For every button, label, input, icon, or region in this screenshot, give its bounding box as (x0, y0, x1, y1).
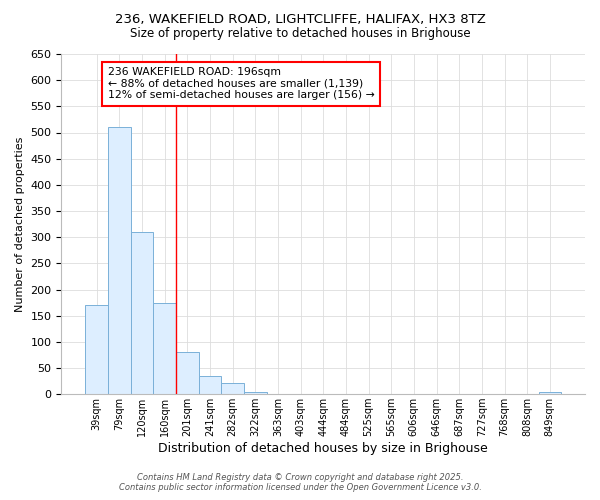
X-axis label: Distribution of detached houses by size in Brighouse: Distribution of detached houses by size … (158, 442, 488, 455)
Bar (176, 352, 199, 394)
Y-axis label: Number of detached properties: Number of detached properties (15, 136, 25, 312)
Bar (199, 376, 221, 394)
Bar (153, 302, 176, 394)
Text: Size of property relative to detached houses in Brighouse: Size of property relative to detached ho… (130, 28, 470, 40)
Bar (131, 232, 153, 394)
Bar (221, 382, 244, 394)
Bar (244, 392, 266, 394)
Bar (108, 128, 131, 394)
Text: Contains HM Land Registry data © Crown copyright and database right 2025.
Contai: Contains HM Land Registry data © Crown c… (119, 473, 481, 492)
Bar (85, 305, 108, 394)
Text: 236 WAKEFIELD ROAD: 196sqm
← 88% of detached houses are smaller (1,139)
12% of s: 236 WAKEFIELD ROAD: 196sqm ← 88% of deta… (108, 67, 374, 100)
Text: 236, WAKEFIELD ROAD, LIGHTCLIFFE, HALIFAX, HX3 8TZ: 236, WAKEFIELD ROAD, LIGHTCLIFFE, HALIFA… (115, 12, 485, 26)
Bar (539, 392, 561, 394)
